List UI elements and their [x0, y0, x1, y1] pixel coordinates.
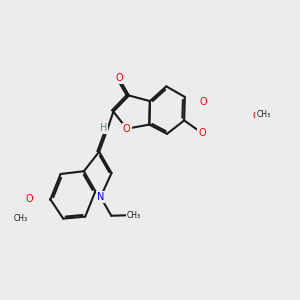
Text: O: O: [198, 128, 206, 138]
Text: O: O: [25, 194, 33, 204]
Text: O: O: [200, 97, 208, 107]
Text: O: O: [115, 73, 123, 83]
Text: H: H: [100, 123, 107, 133]
Text: O: O: [123, 124, 130, 134]
Text: N: N: [97, 192, 104, 202]
Text: O: O: [252, 111, 260, 121]
Text: CH₃: CH₃: [127, 211, 141, 220]
Text: CH₃: CH₃: [256, 110, 270, 119]
Text: CH₃: CH₃: [14, 214, 28, 223]
